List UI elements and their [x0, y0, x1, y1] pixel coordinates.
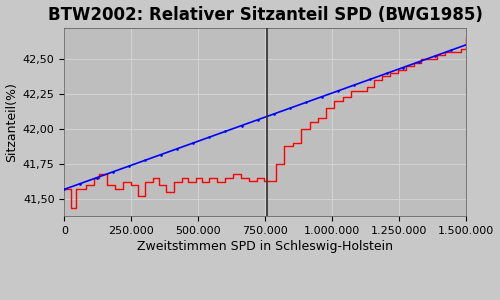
Title: BTW2002: Relativer Sitzanteil SPD (BWG1985): BTW2002: Relativer Sitzanteil SPD (BWG19…: [48, 6, 483, 24]
Y-axis label: Sitzanteil(%): Sitzanteil(%): [6, 82, 18, 162]
X-axis label: Zweitstimmen SPD in Schleswig-Holstein: Zweitstimmen SPD in Schleswig-Holstein: [138, 240, 394, 253]
